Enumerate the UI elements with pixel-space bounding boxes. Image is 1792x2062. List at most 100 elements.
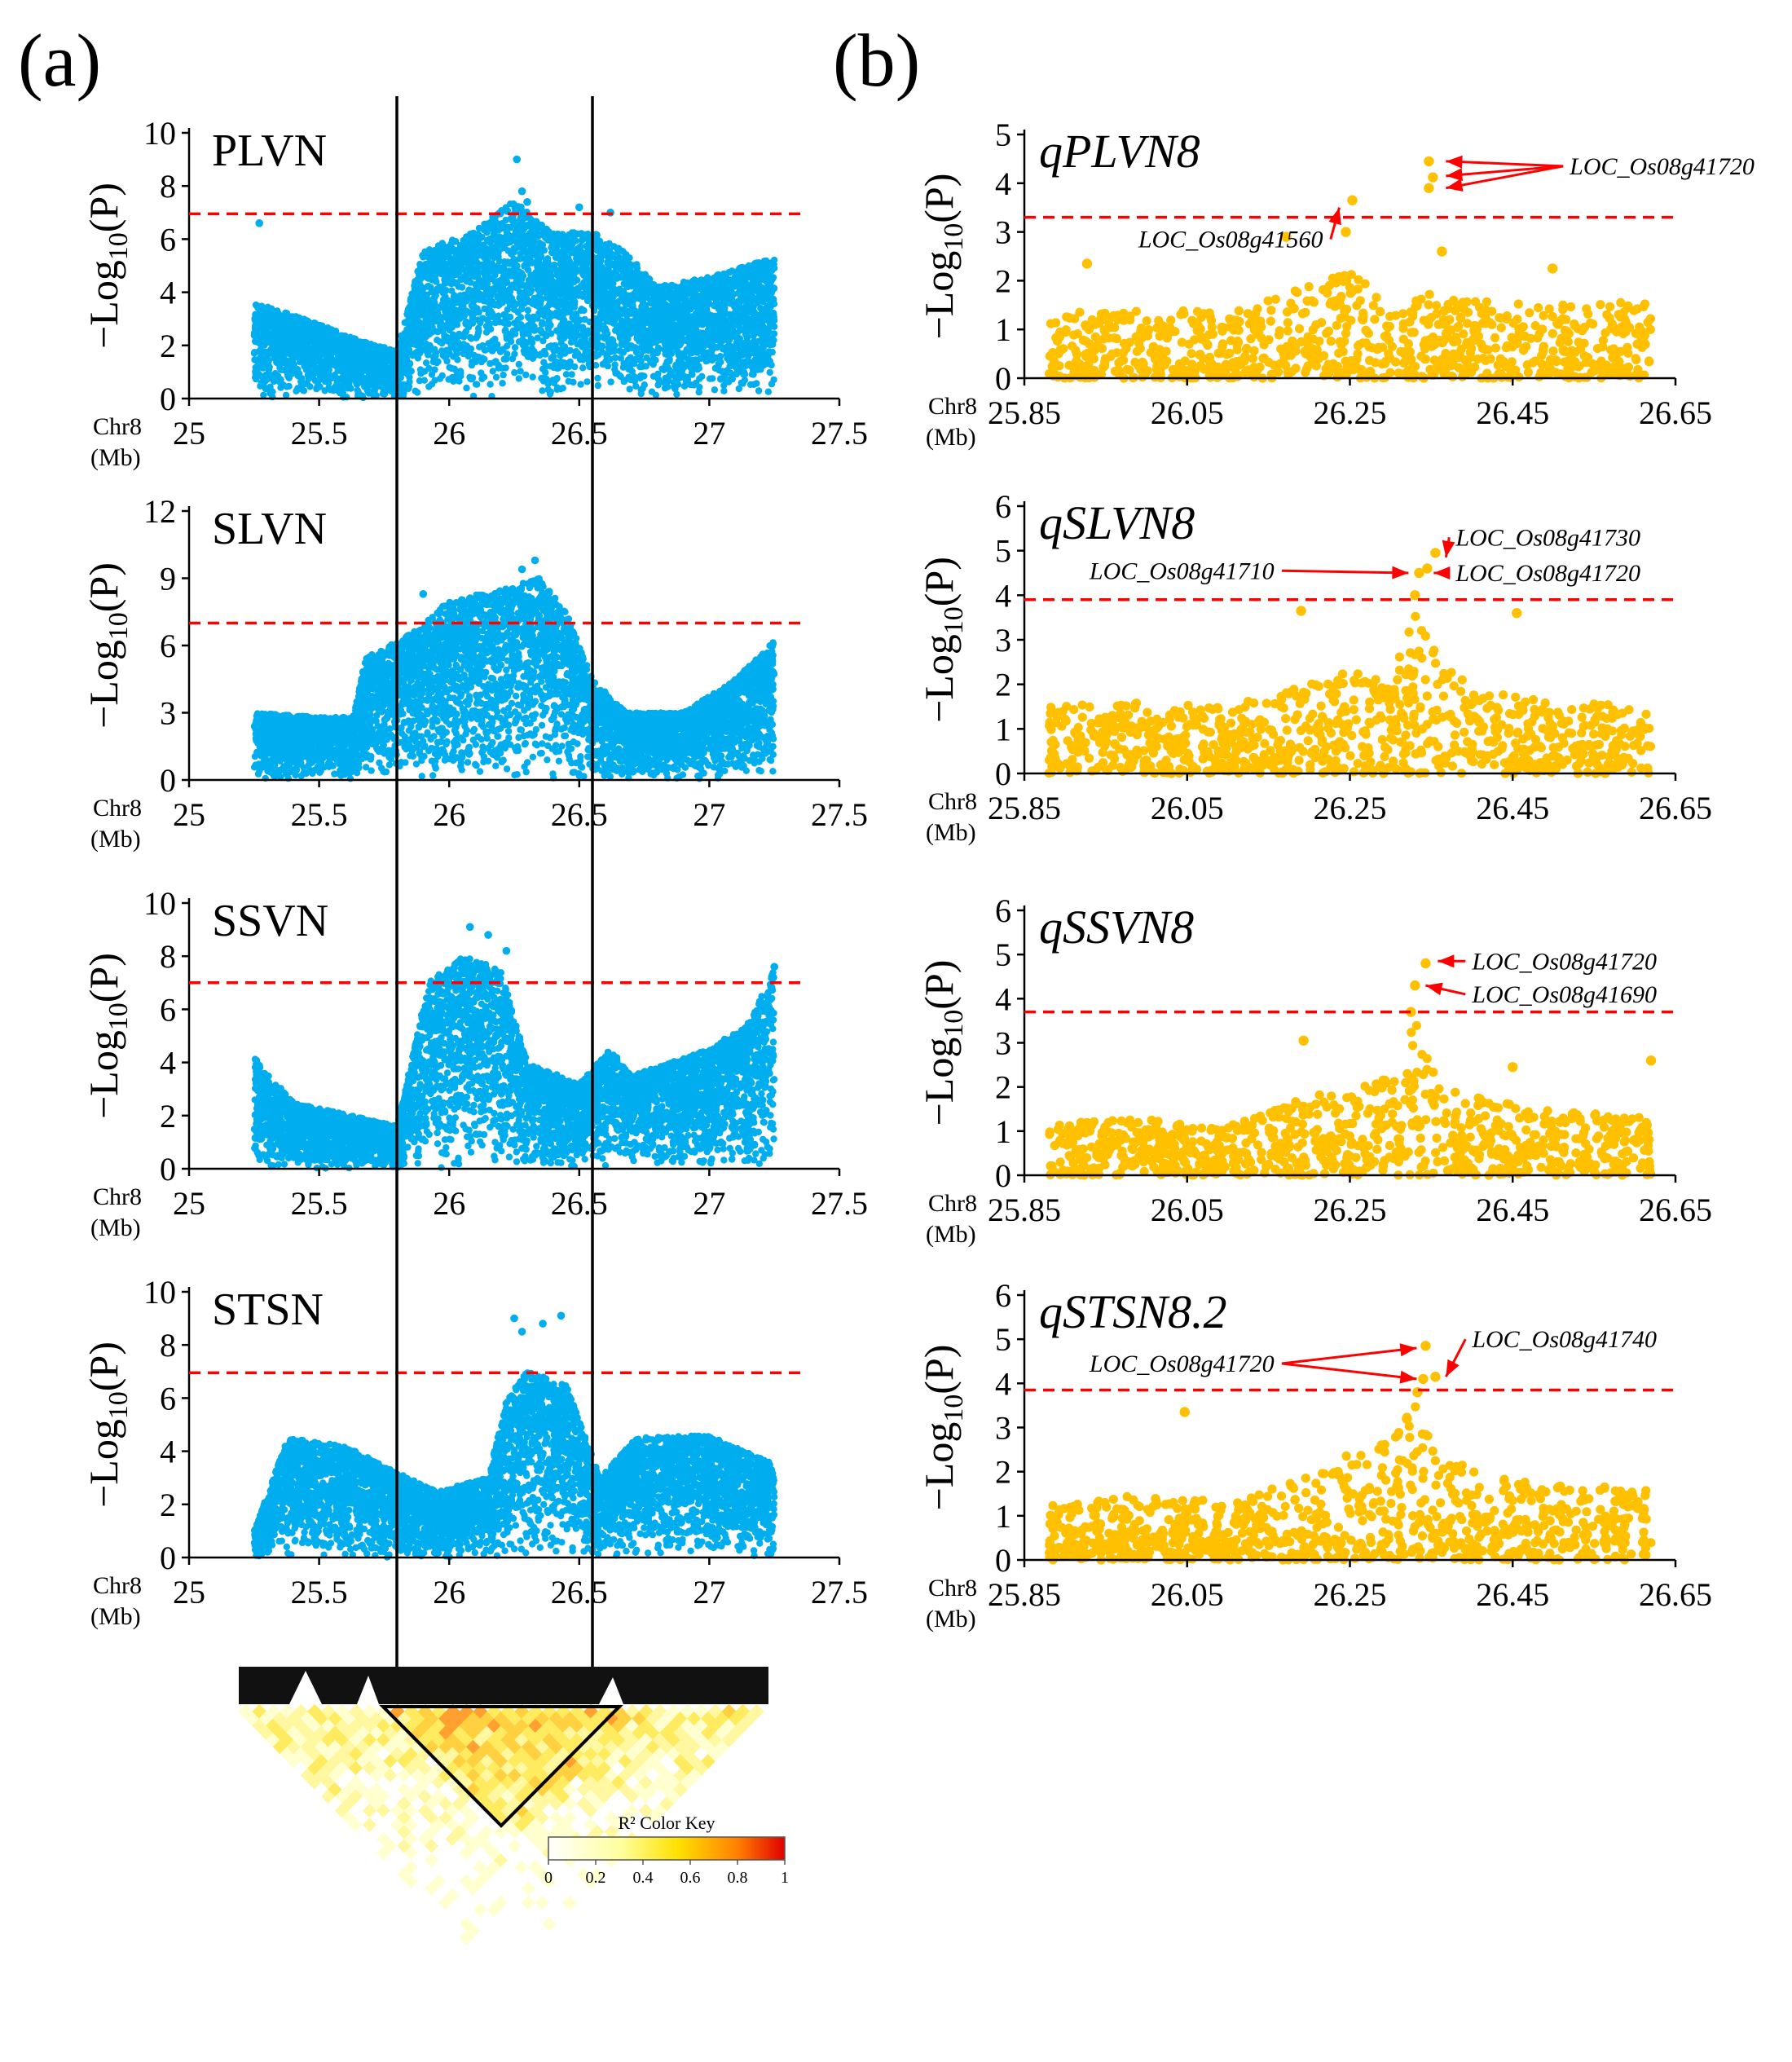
data-point xyxy=(278,381,286,389)
data-point xyxy=(516,270,523,277)
data-point xyxy=(252,375,260,383)
data-point xyxy=(540,246,548,254)
data-point xyxy=(487,275,495,282)
data-point xyxy=(441,334,448,341)
data-point xyxy=(500,268,508,275)
data-point xyxy=(431,366,438,373)
data-point xyxy=(719,368,726,375)
data-point xyxy=(472,358,479,366)
data-point xyxy=(444,271,452,279)
data-point xyxy=(581,315,588,324)
data-point xyxy=(504,320,513,328)
data-point xyxy=(463,384,470,392)
data-point xyxy=(509,355,517,363)
data-point xyxy=(444,251,451,258)
data-point xyxy=(723,333,730,341)
data-point xyxy=(607,378,614,386)
data-point xyxy=(667,309,674,317)
data-point xyxy=(545,236,553,244)
data-point xyxy=(759,306,767,313)
data-point xyxy=(735,289,742,297)
data-point xyxy=(746,381,755,388)
data-point xyxy=(750,309,757,316)
data-point xyxy=(271,355,279,362)
data-point xyxy=(583,378,591,386)
data-point xyxy=(442,314,451,322)
data-point xyxy=(627,310,635,317)
data-point xyxy=(538,374,545,382)
data-point xyxy=(557,339,565,347)
data-point xyxy=(253,302,261,310)
data-point xyxy=(300,387,308,394)
data-point xyxy=(654,376,663,383)
data-point xyxy=(515,338,523,346)
data-point xyxy=(270,377,278,386)
data-point xyxy=(416,344,425,351)
data-point xyxy=(438,321,446,329)
data-point xyxy=(270,349,277,356)
data-point xyxy=(539,270,548,277)
data-point xyxy=(452,258,460,266)
data-point xyxy=(524,306,531,314)
data-point xyxy=(500,355,508,363)
data-point xyxy=(566,320,573,328)
data-point xyxy=(416,366,425,373)
data-point xyxy=(649,348,658,355)
data-point xyxy=(596,237,604,245)
data-point xyxy=(483,229,491,236)
data-point xyxy=(740,368,748,376)
data-point xyxy=(691,337,699,346)
data-point xyxy=(667,350,676,358)
data-point xyxy=(293,387,300,394)
data-point xyxy=(734,368,742,376)
data-point xyxy=(535,249,542,257)
data-point xyxy=(760,344,767,351)
data-point xyxy=(606,248,614,255)
data-point xyxy=(380,387,387,395)
data-point xyxy=(761,315,769,324)
data-point xyxy=(718,320,726,328)
data-point xyxy=(577,381,584,388)
data-point xyxy=(626,386,633,393)
data-point xyxy=(473,381,481,388)
data-point xyxy=(491,232,498,240)
data-point xyxy=(430,318,438,325)
data-point xyxy=(765,334,773,341)
data-point xyxy=(707,334,715,341)
data-point xyxy=(429,259,436,267)
data-point xyxy=(559,328,566,336)
data-point xyxy=(476,290,483,297)
data-point xyxy=(418,324,425,332)
data-point xyxy=(251,356,258,363)
data-point xyxy=(764,279,771,286)
data-point xyxy=(672,361,680,368)
data-point xyxy=(517,368,524,375)
data-point xyxy=(579,325,587,333)
data-point xyxy=(462,236,470,243)
data-point xyxy=(515,375,522,382)
data-point xyxy=(569,328,576,335)
data-point xyxy=(495,361,502,369)
data-point xyxy=(548,342,555,350)
data-point xyxy=(562,371,570,378)
data-point xyxy=(443,347,451,355)
data-point xyxy=(612,275,619,282)
data-point xyxy=(687,350,694,357)
data-point xyxy=(451,238,459,245)
data-point xyxy=(415,287,423,294)
data-point xyxy=(487,359,494,368)
data-point xyxy=(361,383,368,390)
data-point xyxy=(770,376,777,384)
data-point xyxy=(540,359,548,366)
data-points xyxy=(250,155,778,402)
data-point xyxy=(495,277,503,285)
data-point xyxy=(616,347,623,355)
data-point xyxy=(701,288,708,295)
data-point xyxy=(446,363,453,371)
data-point xyxy=(289,344,297,351)
panel-a-label: (a) xyxy=(18,19,101,102)
data-point xyxy=(252,363,259,372)
data-point xyxy=(270,323,278,330)
data-point xyxy=(659,297,667,305)
